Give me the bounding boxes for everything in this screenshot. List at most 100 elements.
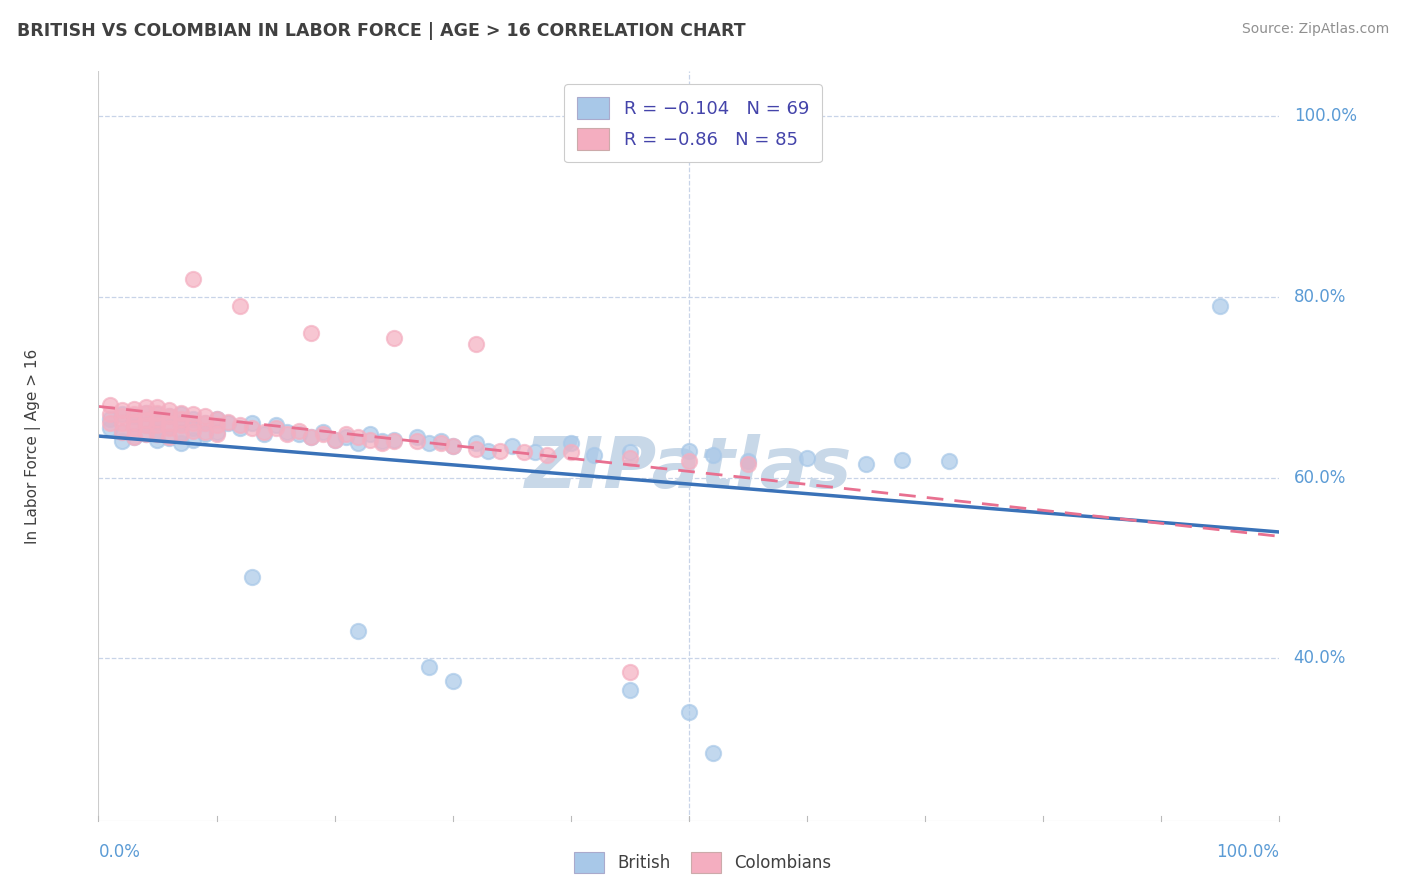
Point xyxy=(135,413,157,427)
Point xyxy=(170,406,193,420)
Point xyxy=(205,425,228,440)
Point xyxy=(477,443,499,458)
Point xyxy=(619,450,641,465)
Point xyxy=(170,427,193,442)
Point xyxy=(560,436,582,450)
Point xyxy=(135,400,157,414)
Point xyxy=(111,409,134,424)
Point xyxy=(122,409,145,424)
Point xyxy=(170,436,193,450)
Point xyxy=(430,436,453,450)
Point xyxy=(855,457,877,471)
Point xyxy=(371,436,394,450)
Point xyxy=(157,421,180,435)
Point xyxy=(122,417,145,431)
Point xyxy=(359,427,381,442)
Point xyxy=(702,746,724,760)
Text: 100.0%: 100.0% xyxy=(1294,108,1357,126)
Point xyxy=(796,450,818,465)
Point xyxy=(441,673,464,688)
Point xyxy=(146,408,169,422)
Point xyxy=(157,409,180,424)
Point xyxy=(288,424,311,438)
Point xyxy=(323,433,346,447)
Point xyxy=(181,433,204,447)
Point xyxy=(347,436,370,450)
Point xyxy=(737,457,759,471)
Text: In Labor Force | Age > 16: In Labor Force | Age > 16 xyxy=(25,349,41,543)
Text: BRITISH VS COLOMBIAN IN LABOR FORCE | AGE > 16 CORRELATION CHART: BRITISH VS COLOMBIAN IN LABOR FORCE | AG… xyxy=(17,22,745,40)
Point xyxy=(489,443,512,458)
Point xyxy=(536,448,558,462)
Point xyxy=(441,439,464,453)
Point xyxy=(465,337,488,351)
Point xyxy=(122,430,145,444)
Point xyxy=(890,452,912,467)
Point xyxy=(170,425,193,440)
Point xyxy=(122,415,145,429)
Point xyxy=(98,417,121,431)
Point xyxy=(229,421,252,435)
Point xyxy=(170,418,193,433)
Point xyxy=(111,408,134,422)
Point xyxy=(288,427,311,442)
Point xyxy=(512,445,534,459)
Point xyxy=(181,424,204,438)
Point xyxy=(276,427,298,442)
Point xyxy=(170,408,193,422)
Point xyxy=(335,427,357,442)
Point xyxy=(146,406,169,420)
Point xyxy=(253,425,276,440)
Point xyxy=(111,425,134,440)
Point xyxy=(678,443,700,458)
Point xyxy=(347,624,370,638)
Point xyxy=(323,433,346,447)
Point xyxy=(347,430,370,444)
Point xyxy=(98,398,121,412)
Point xyxy=(312,427,335,442)
Point xyxy=(146,418,169,433)
Text: 40.0%: 40.0% xyxy=(1294,649,1346,667)
Point xyxy=(135,427,157,442)
Point xyxy=(122,421,145,435)
Point xyxy=(335,430,357,444)
Point xyxy=(181,417,204,431)
Point xyxy=(702,448,724,462)
Point xyxy=(264,421,287,435)
Point xyxy=(98,408,121,422)
Point xyxy=(619,445,641,459)
Point xyxy=(217,417,239,431)
Point xyxy=(938,454,960,468)
Point xyxy=(619,665,641,679)
Point xyxy=(98,412,121,426)
Point xyxy=(560,445,582,459)
Point xyxy=(194,417,217,431)
Point xyxy=(157,403,180,417)
Point xyxy=(418,660,440,674)
Point xyxy=(229,418,252,433)
Point xyxy=(135,427,157,442)
Point xyxy=(382,433,405,447)
Point xyxy=(157,430,180,444)
Text: ZIPatlas: ZIPatlas xyxy=(526,434,852,503)
Point xyxy=(181,272,204,286)
Point xyxy=(299,430,322,444)
Point xyxy=(146,427,169,442)
Point xyxy=(371,434,394,449)
Point xyxy=(111,417,134,431)
Point xyxy=(170,417,193,431)
Point xyxy=(1209,299,1232,313)
Point xyxy=(501,439,523,453)
Point xyxy=(619,682,641,697)
Point xyxy=(264,418,287,433)
Point xyxy=(170,412,193,426)
Point xyxy=(135,406,157,420)
Point xyxy=(583,448,606,462)
Point xyxy=(678,706,700,720)
Point xyxy=(194,425,217,440)
Point xyxy=(146,400,169,414)
Point xyxy=(122,408,145,422)
Legend: R = −0.104   N = 69, R = −0.86   N = 85: R = −0.104 N = 69, R = −0.86 N = 85 xyxy=(564,84,821,162)
Point xyxy=(181,412,204,426)
Point xyxy=(135,406,157,420)
